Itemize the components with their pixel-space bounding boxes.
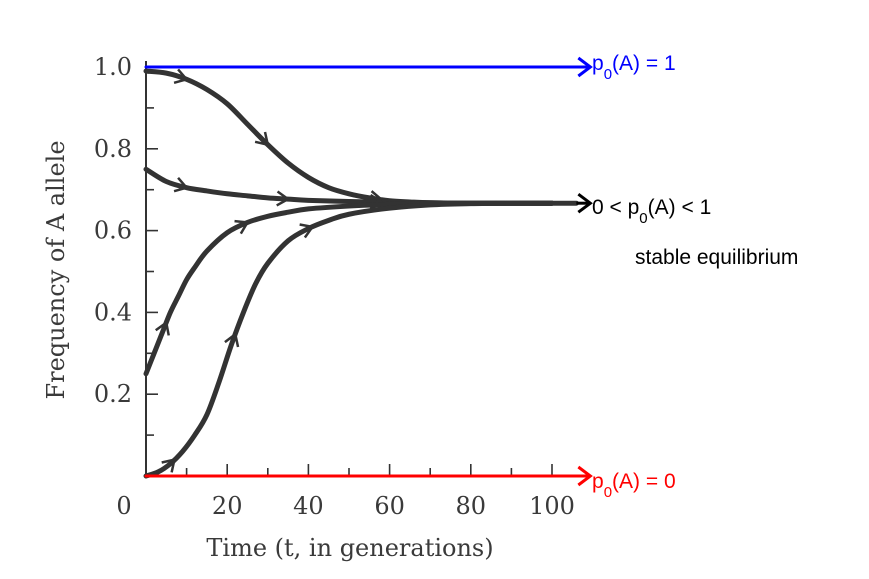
y-tick-label: 1.0 [94, 53, 132, 81]
y-tick-label: 0.4 [94, 298, 132, 326]
arrowhead [234, 219, 250, 235]
x-tick-labels: 0 20 40 60 80 100 [116, 492, 575, 520]
series-line [143, 200, 555, 377]
x-tick-label: 40 [293, 492, 324, 520]
y-tick-label: 0.6 [94, 217, 132, 245]
annotation-p0-between: 0 < p0(A) < 1 [592, 196, 711, 227]
arrowhead [224, 332, 240, 348]
annotation-stable-equilibrium: stable equilibrium [635, 246, 798, 269]
series-line [143, 68, 555, 206]
x-axis-title: Time (t, in generations) [206, 534, 493, 562]
arrowhead [161, 457, 177, 473]
arrowhead [276, 190, 291, 207]
y-tick-label: 0.2 [94, 380, 132, 408]
series [143, 56, 593, 487]
arrowhead [577, 56, 593, 78]
annotation-p0-equals-1: p0(A) = 1 [592, 52, 676, 83]
arrowhead [254, 131, 270, 147]
arrowhead [577, 465, 593, 487]
y-tick-label: 0.8 [94, 135, 132, 163]
arrowhead [155, 320, 170, 336]
annotation-p0-equals-0: p0(A) = 0 [592, 470, 676, 501]
x-tick-label: 80 [456, 492, 487, 520]
series-line [143, 200, 555, 479]
y-axis-title: Frequency of A allele [42, 140, 70, 399]
series-line [143, 166, 555, 206]
x-tick-label: 0 [116, 492, 131, 520]
arrowhead [173, 68, 189, 84]
arrowhead [577, 192, 593, 214]
x-tick-label: 60 [374, 492, 405, 520]
y-tick-labels: 0.2 0.4 0.6 0.8 1.0 [94, 53, 132, 408]
x-tick-label: 100 [529, 492, 575, 520]
x-tick-label: 20 [212, 492, 243, 520]
arrowhead [299, 223, 315, 239]
arrowhead [173, 176, 189, 193]
